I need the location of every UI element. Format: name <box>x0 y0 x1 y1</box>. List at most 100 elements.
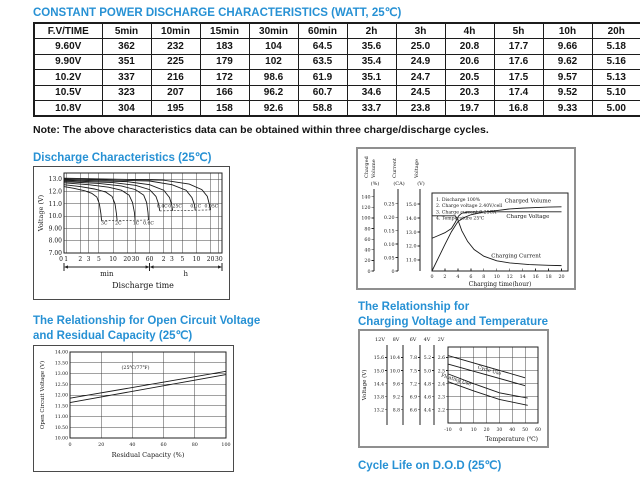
svg-text:0.4C: 0.4C <box>157 204 168 210</box>
svg-text:Voltage: Voltage <box>414 159 420 179</box>
svg-text:2C: 2C <box>115 221 122 227</box>
svg-text:7.2: 7.2 <box>410 381 417 387</box>
svg-text:0: 0 <box>391 269 394 275</box>
svg-text:0: 0 <box>68 442 71 448</box>
svg-text:0.05: 0.05 <box>384 255 395 261</box>
column-header: 30min <box>248 22 299 39</box>
svg-text:(25℃/77℉): (25℃/77℉) <box>122 364 150 371</box>
svg-text:2V: 2V <box>438 337 445 343</box>
table-row: 9.60V 362 232 183 104 64.5 35.6 25.0 20.8 17.7 9.6… <box>33 38 640 55</box>
table-cell: 20.6 <box>444 53 495 70</box>
svg-text:(V): (V) <box>417 180 425 187</box>
svg-text:18: 18 <box>546 274 552 280</box>
table-cell: 10.5V <box>33 84 103 101</box>
svg-text:10.0: 10.0 <box>49 213 63 220</box>
svg-text:h: h <box>184 270 189 278</box>
table-cell: 5.00 <box>591 100 640 117</box>
table-cell: 104 <box>248 38 299 55</box>
svg-text:14.00: 14.00 <box>55 350 68 356</box>
svg-text:11.0: 11.0 <box>49 201 63 208</box>
table-cell: 172 <box>199 69 250 86</box>
svg-text:0.25: 0.25 <box>384 202 395 208</box>
table-cell: 60.7 <box>297 84 348 101</box>
svg-text:Temperature (℃): Temperature (℃) <box>485 436 538 443</box>
svg-text:0: 0 <box>367 269 370 275</box>
table-cell: 5.13 <box>591 69 640 86</box>
svg-text:9.6: 9.6 <box>393 381 400 387</box>
svg-text:Discharge time: Discharge time <box>112 281 174 290</box>
table-cell: 337 <box>101 69 152 86</box>
svg-text:0.20: 0.20 <box>384 215 395 221</box>
svg-text:15.6: 15.6 <box>374 355 384 361</box>
table-cell: 158 <box>199 100 250 117</box>
svg-text:Voltage (V): Voltage (V) <box>37 194 45 232</box>
svg-text:Voltage (V): Voltage (V) <box>361 370 368 402</box>
svg-text:13.2: 13.2 <box>374 408 384 414</box>
svg-text:10: 10 <box>494 274 500 280</box>
svg-text:20: 20 <box>558 274 564 280</box>
svg-text:1: 1 <box>64 256 68 263</box>
table-cell: 98.6 <box>248 69 299 86</box>
svg-text:3: 3 <box>170 256 174 263</box>
table-cell: 33.7 <box>346 100 397 117</box>
svg-text:6: 6 <box>469 274 472 280</box>
heading-discharge: Discharge Characteristics (25℃) <box>33 152 212 164</box>
svg-text:15.0: 15.0 <box>406 202 417 208</box>
page-title: CONSTANT POWER DISCHARGE CHARACTERISTICS… <box>33 7 402 19</box>
svg-text:Open Circuit Voltage (V): Open Circuit Voltage (V) <box>39 361 46 429</box>
table-cell: 16.8 <box>493 100 544 117</box>
svg-text:30: 30 <box>215 256 223 263</box>
svg-text:Charging Current: Charging Current <box>491 254 542 260</box>
svg-text:3: 3 <box>87 256 91 263</box>
svg-text:Residual Capacity (%): Residual Capacity (%) <box>112 451 185 459</box>
svg-text:20: 20 <box>98 442 104 448</box>
column-header: 5h <box>493 22 544 39</box>
svg-text:2. Charge voltage 2.40V/cell: 2. Charge voltage 2.40V/cell <box>436 203 503 209</box>
svg-text:4.8: 4.8 <box>424 381 431 387</box>
table-cell: 92.6 <box>248 100 299 117</box>
svg-text:10.0: 10.0 <box>390 368 400 374</box>
heading-line: The Relationship for <box>358 301 470 313</box>
heading-line: Charging Voltage and Temperature <box>358 315 548 328</box>
svg-text:12.50: 12.50 <box>55 382 68 388</box>
discharge-chart-svg: 13.0 12.0 11.0 10.0 9.00 8.00 7.00 Voltage (V) 0… <box>37 172 223 290</box>
svg-text:5.2: 5.2 <box>424 355 431 361</box>
svg-text:140: 140 <box>361 195 370 201</box>
svg-text:16: 16 <box>533 274 539 280</box>
svg-text:60: 60 <box>364 237 370 243</box>
svg-text:5: 5 <box>97 256 101 263</box>
column-header: 4h <box>444 22 495 39</box>
svg-text:11.00: 11.00 <box>55 414 68 420</box>
svg-text:30: 30 <box>496 427 502 433</box>
svg-text:0.6C: 0.6C <box>143 221 154 227</box>
table-cell: 63.5 <box>297 53 348 70</box>
table-cell: 61.9 <box>297 69 348 86</box>
table-cell: 35.4 <box>346 53 397 70</box>
column-header: F.V/TIME <box>33 22 103 39</box>
svg-text:4.4: 4.4 <box>424 408 431 414</box>
svg-text:0.25C: 0.25C <box>168 204 182 210</box>
svg-text:2: 2 <box>443 274 446 280</box>
svg-text:6.9: 6.9 <box>410 394 417 400</box>
table-cell: 24.9 <box>395 53 446 70</box>
table-cell: 20.3 <box>444 84 495 101</box>
svg-text:14.0: 14.0 <box>406 216 417 222</box>
table-cell: 96.2 <box>248 84 299 101</box>
svg-text:2.6: 2.6 <box>438 355 445 361</box>
svg-text:12: 12 <box>507 274 513 280</box>
svg-text:0: 0 <box>459 427 462 433</box>
svg-text:8.00: 8.00 <box>49 238 63 245</box>
column-header: 2h <box>346 22 397 39</box>
heading-line: The Relationship for Open Circuit Voltag… <box>33 315 261 327</box>
table-cell: 24.7 <box>395 69 446 86</box>
svg-text:10: 10 <box>193 256 201 263</box>
table-cell: 24.5 <box>395 84 446 101</box>
svg-text:3C: 3C <box>101 221 108 227</box>
svg-text:6.6: 6.6 <box>410 408 417 414</box>
svg-text:12.00: 12.00 <box>55 393 68 399</box>
svg-text:4: 4 <box>456 274 459 280</box>
svg-text:5.0: 5.0 <box>424 368 431 374</box>
table-cell: 9.62 <box>542 53 593 70</box>
svg-text:12V: 12V <box>375 337 385 343</box>
table-cell: 19.7 <box>444 100 495 117</box>
